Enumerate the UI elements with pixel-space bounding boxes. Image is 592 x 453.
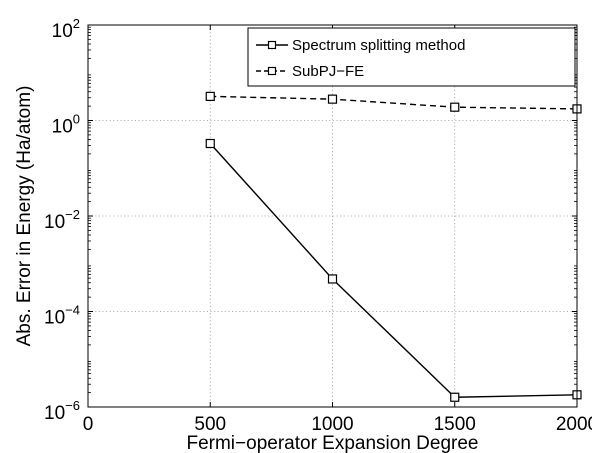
- legend-marker: [267, 66, 277, 76]
- x-axis-label: Fermi−operator Expansion Degree: [186, 433, 478, 453]
- x-tick-label: 0: [83, 414, 94, 435]
- y-tick-label: 10−4: [44, 303, 80, 329]
- legend-marker: [267, 40, 277, 50]
- y-tick-label: 10−6: [44, 398, 80, 424]
- x-tick-label: 500: [194, 414, 226, 435]
- legend: Spectrum splitting method SubPJ−FE: [247, 27, 576, 87]
- data-point: [327, 94, 338, 104]
- y-tick-label: 10−2: [44, 207, 80, 233]
- legend-label: Spectrum splitting method: [292, 37, 465, 54]
- legend-box: [247, 27, 576, 87]
- series-line: [210, 95, 578, 110]
- plot-frame: [87, 24, 578, 408]
- data-point: [327, 274, 338, 284]
- x-tick-label: 2000: [556, 414, 592, 435]
- x-tick-label: 1500: [434, 414, 476, 435]
- data-point: [450, 102, 460, 112]
- data-point: [450, 392, 460, 402]
- y-tick-label: 100: [52, 112, 80, 138]
- series-line: [209, 143, 578, 398]
- x-tick-label: 1000: [311, 414, 353, 435]
- tick-labels: 0 500 1000 1500 2000 10−6 10−4 10−2 100 102: [44, 16, 592, 435]
- grid: [88, 25, 577, 407]
- legend-label: SubPJ−FE: [292, 63, 364, 80]
- y-tick-label: 102: [52, 16, 80, 42]
- data-point: [205, 138, 215, 149]
- y-axis-label: Abs. Error in Energy (Ha/atom): [14, 86, 35, 347]
- data-point: [205, 91, 215, 101]
